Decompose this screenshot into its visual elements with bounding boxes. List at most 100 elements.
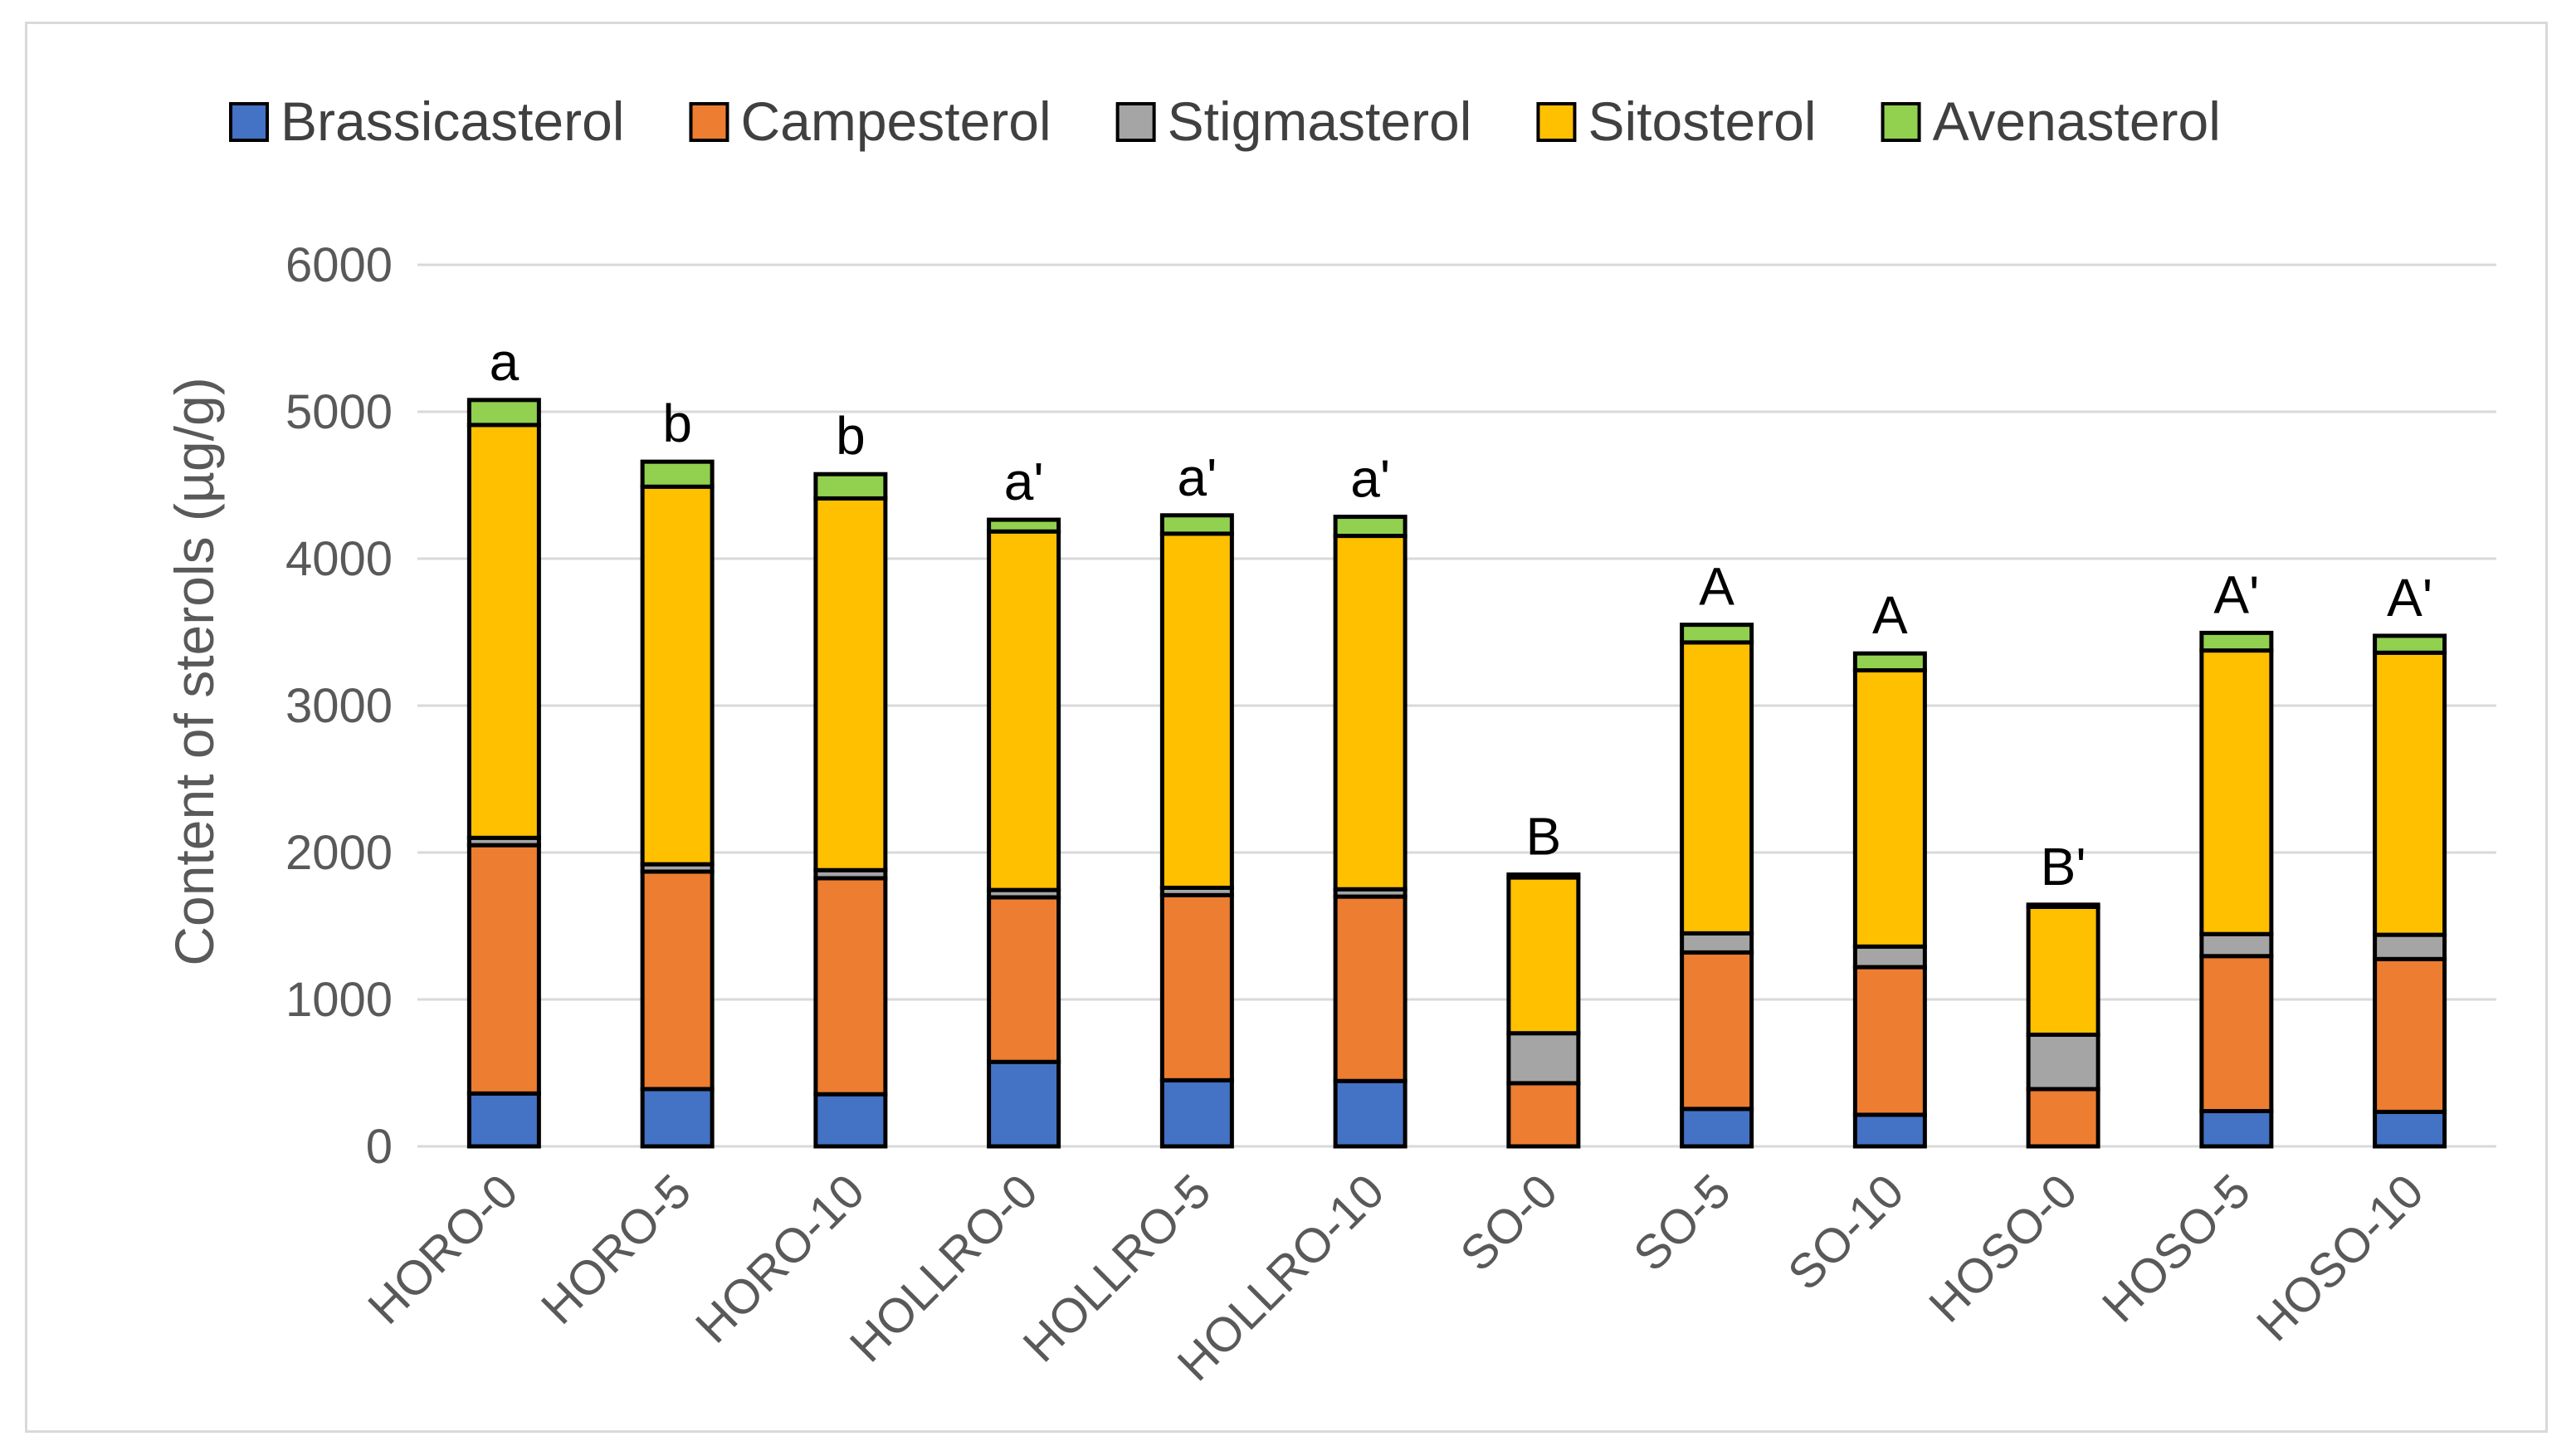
bar-segment-sitosterol-hollro-10 xyxy=(1333,534,1408,892)
x-tick-label: SO-5 xyxy=(1623,1164,1741,1282)
legend-item-avenasterol: Avenasterol xyxy=(1881,90,2221,152)
bar-segment-stigmasterol-hoso-0 xyxy=(2026,1032,2100,1092)
bar-segment-stigmasterol-so-5 xyxy=(1680,931,1754,955)
legend-label: Brassicasterol xyxy=(281,90,624,152)
bar-segment-campesterol-horo-0 xyxy=(466,843,541,1096)
x-tick-label: HOLLRO-0 xyxy=(840,1164,1048,1372)
bar-segment-sitosterol-horo-0 xyxy=(466,423,541,840)
legend-item-brassicasterol: Brassicasterol xyxy=(229,90,624,152)
bar-segment-avenasterol-hoso-0 xyxy=(2026,902,2100,909)
legend-label: Avenasterol xyxy=(1933,90,2221,152)
y-tick-label: 5000 xyxy=(285,385,393,439)
y-axis-label: Content of sterols (µg/g) xyxy=(163,377,225,965)
bar-segment-avenasterol-hollro-0 xyxy=(987,517,1061,534)
y-tick-label: 2000 xyxy=(285,826,393,880)
bar-segment-avenasterol-horo-10 xyxy=(813,471,888,501)
bar-segment-avenasterol-so-10 xyxy=(1852,651,1927,673)
y-tick-label: 3000 xyxy=(285,679,393,733)
annotation-label: b xyxy=(662,393,692,453)
bar-segment-campesterol-horo-10 xyxy=(813,876,888,1097)
annotation-label: B' xyxy=(2041,837,2086,897)
legend-swatch xyxy=(1115,102,1156,142)
bar-segment-campesterol-so-5 xyxy=(1680,950,1754,1112)
bar-segment-campesterol-hoso-10 xyxy=(2373,956,2447,1114)
bar-segment-campesterol-hoso-5 xyxy=(2199,954,2274,1114)
x-axis-tick-labels: HORO-0 HORO-5HORO-10HOLLRO-0HOLLRO-5HOLLR… xyxy=(358,1164,2434,1391)
x-tick-label: HORO-10 xyxy=(685,1164,875,1353)
annotation-label: A' xyxy=(2387,568,2432,628)
bar-segment-sitosterol-so-5 xyxy=(1680,640,1754,936)
x-tick-label: SO-10 xyxy=(1778,1164,1915,1301)
bar-segment-campesterol-so-10 xyxy=(1852,965,1927,1117)
x-tick-label: HOSO-0 xyxy=(1919,1164,2087,1332)
legend: Brassicasterol Campesterol Stigmasterol Sit… xyxy=(229,90,2221,152)
bar-segment-campesterol-hollro-0 xyxy=(987,895,1061,1064)
bar-segment-stigmasterol-hoso-10 xyxy=(2373,932,2447,961)
legend-item-stigmasterol: Stigmasterol xyxy=(1115,90,1472,152)
legend-item-campesterol: Campesterol xyxy=(689,90,1051,152)
annotation-label: B xyxy=(1526,807,1562,867)
bar-segment-avenasterol-horo-5 xyxy=(640,459,715,489)
chart-frame: 0 1000 2000 3000 4000 5000 6000 HORO-0 HORO-5 HO… xyxy=(25,22,2548,1433)
bar-segment-campesterol-hollro-10 xyxy=(1333,894,1408,1083)
y-axis-tick-labels: 0 1000 2000 3000 4000 5000 6000 xyxy=(285,238,393,1174)
annotation-label: b xyxy=(836,406,866,466)
bar-segment-avenasterol-hollro-5 xyxy=(1159,513,1234,536)
bar-segment-brassicasterol-horo-0 xyxy=(466,1091,541,1149)
bar-segment-avenasterol-so-5 xyxy=(1680,623,1754,645)
bar-segment-avenasterol-hoso-5 xyxy=(2199,630,2274,653)
bar-segment-stigmasterol-so-10 xyxy=(1852,944,1927,970)
bar-segment-campesterol-hoso-0 xyxy=(2026,1087,2100,1149)
bar-segment-sitosterol-hoso-10 xyxy=(2373,650,2447,937)
bar-segment-avenasterol-hoso-10 xyxy=(2373,633,2447,655)
bar-segment-brassicasterol-hollro-0 xyxy=(987,1059,1061,1149)
legend-label: Stigmasterol xyxy=(1168,90,1472,152)
bar-segment-avenasterol-horo-0 xyxy=(466,398,541,428)
legend-item-sitosterol: Sitosterol xyxy=(1536,90,1817,152)
x-tick-label: HOSO-10 xyxy=(2247,1164,2434,1351)
legend-swatch xyxy=(1881,102,1921,142)
bar-segment-brassicasterol-horo-5 xyxy=(640,1087,715,1149)
bar-segment-brassicasterol-hollro-5 xyxy=(1159,1077,1234,1149)
bar-segment-sitosterol-hollro-5 xyxy=(1159,531,1234,890)
bars xyxy=(466,398,2447,1149)
legend-label: Campesterol xyxy=(740,90,1051,152)
bar-segment-campesterol-so-0 xyxy=(1506,1081,1581,1149)
bar-segment-sitosterol-hoso-5 xyxy=(2199,648,2274,936)
legend-swatch xyxy=(689,102,729,142)
y-tick-label: 0 xyxy=(366,1120,393,1174)
bar-segment-sitosterol-hollro-0 xyxy=(987,529,1061,892)
bar-segment-stigmasterol-hoso-5 xyxy=(2199,931,2274,959)
annotation-label: a' xyxy=(1350,449,1390,509)
bar-segment-brassicasterol-hoso-10 xyxy=(2373,1109,2447,1149)
legend-label: Sitosterol xyxy=(1588,90,1816,152)
bar-segment-sitosterol-horo-10 xyxy=(813,496,888,872)
x-tick-label: HOSO-5 xyxy=(2092,1164,2261,1332)
bar-segment-brassicasterol-horo-10 xyxy=(813,1092,888,1149)
bar-segment-avenasterol-so-0 xyxy=(1506,872,1581,880)
legend-swatch xyxy=(1536,102,1577,142)
bar-segment-brassicasterol-hoso-5 xyxy=(2199,1109,2274,1149)
bar-segment-stigmasterol-so-0 xyxy=(1506,1031,1581,1086)
annotation-label: a' xyxy=(1004,452,1044,511)
bar-segment-sitosterol-hoso-0 xyxy=(2026,904,2100,1037)
significance-annotations: a b b a' a' a' B A A B' A' A' xyxy=(490,332,2433,897)
bar-segment-brassicasterol-so-10 xyxy=(1852,1112,1927,1149)
annotation-label: a' xyxy=(1177,447,1217,507)
y-tick-label: 1000 xyxy=(285,973,393,1027)
y-tick-label: 4000 xyxy=(285,532,393,586)
annotation-label: A' xyxy=(2213,564,2259,624)
bar-segment-campesterol-horo-5 xyxy=(640,869,715,1092)
x-tick-label: HORO-5 xyxy=(531,1164,701,1334)
annotation-label: a xyxy=(490,332,520,392)
bar-segment-avenasterol-hollro-10 xyxy=(1333,515,1408,539)
bar-segment-brassicasterol-so-5 xyxy=(1680,1107,1754,1149)
gridlines xyxy=(417,263,2496,1148)
bar-segment-brassicasterol-hollro-10 xyxy=(1333,1078,1408,1149)
bar-segment-sitosterol-so-0 xyxy=(1506,875,1581,1036)
x-tick-label: SO-0 xyxy=(1450,1164,1568,1282)
bar-segment-sitosterol-horo-5 xyxy=(640,484,715,867)
bar-segment-campesterol-hollro-5 xyxy=(1159,892,1234,1082)
legend-swatch xyxy=(229,102,269,142)
